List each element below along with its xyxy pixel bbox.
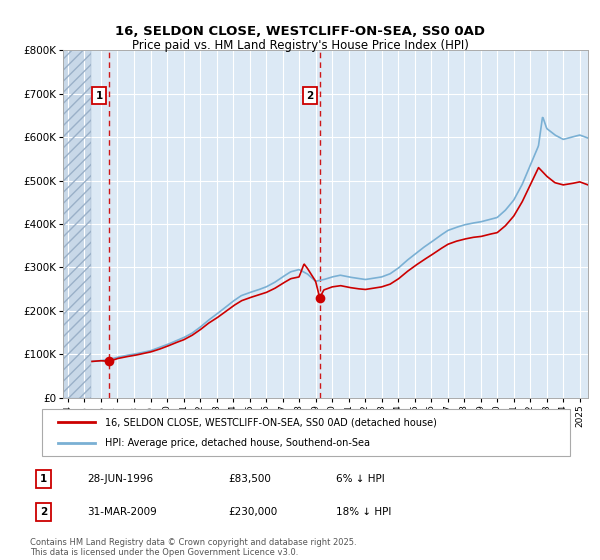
Text: 18% ↓ HPI: 18% ↓ HPI	[336, 507, 391, 517]
Text: 16, SELDON CLOSE, WESTCLIFF-ON-SEA, SS0 0AD (detached house): 16, SELDON CLOSE, WESTCLIFF-ON-SEA, SS0 …	[106, 417, 437, 427]
Text: 16, SELDON CLOSE, WESTCLIFF-ON-SEA, SS0 0AD: 16, SELDON CLOSE, WESTCLIFF-ON-SEA, SS0 …	[115, 25, 485, 38]
Text: 2: 2	[306, 91, 313, 101]
Text: 2: 2	[40, 507, 47, 517]
Text: 31-MAR-2009: 31-MAR-2009	[87, 507, 157, 517]
FancyBboxPatch shape	[42, 409, 570, 456]
Text: £83,500: £83,500	[228, 474, 271, 484]
Bar	[63, 50, 91, 398]
Text: £230,000: £230,000	[228, 507, 277, 517]
Text: 6% ↓ HPI: 6% ↓ HPI	[336, 474, 385, 484]
Bar	[63, 50, 91, 398]
Text: 1: 1	[40, 474, 47, 484]
Text: Contains HM Land Registry data © Crown copyright and database right 2025.
This d: Contains HM Land Registry data © Crown c…	[30, 538, 356, 557]
Text: 1: 1	[95, 91, 103, 101]
Text: HPI: Average price, detached house, Southend-on-Sea: HPI: Average price, detached house, Sout…	[106, 438, 370, 448]
Text: 28-JUN-1996: 28-JUN-1996	[87, 474, 153, 484]
Text: Price paid vs. HM Land Registry's House Price Index (HPI): Price paid vs. HM Land Registry's House …	[131, 39, 469, 52]
